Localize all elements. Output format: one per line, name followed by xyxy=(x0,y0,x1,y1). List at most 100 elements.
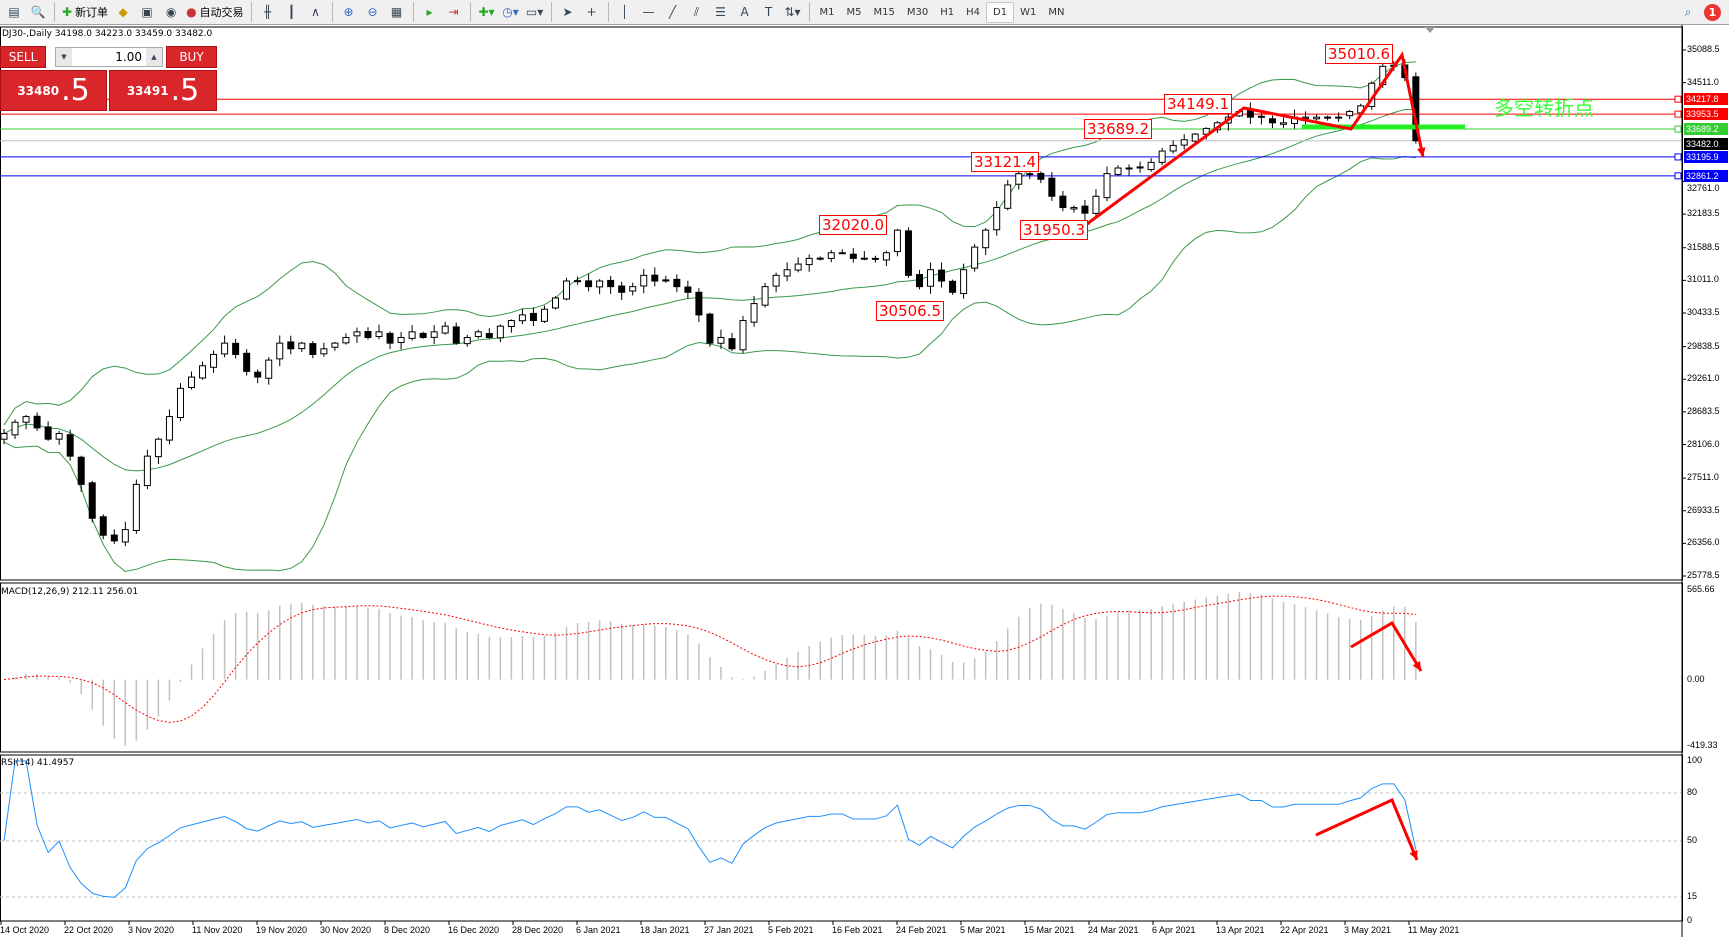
rsi-pane xyxy=(0,754,1683,922)
zoom-out-icon[interactable]: ⊖ xyxy=(367,5,378,19)
buy-button[interactable]: BUY xyxy=(166,46,217,68)
horizontal-line-icon[interactable]: — xyxy=(642,5,655,19)
date-axis-label: 14 Oct 2020 xyxy=(0,925,50,935)
trendline-icon[interactable]: ╱ xyxy=(668,5,677,19)
bar-chart-icon[interactable]: ╫ xyxy=(263,5,272,19)
increase-lot-icon[interactable]: ▲ xyxy=(146,48,162,66)
decrease-lot-icon[interactable]: ▼ xyxy=(56,48,72,66)
buy-price-pips: .5 xyxy=(170,73,200,108)
bull-candle xyxy=(1070,207,1078,210)
price-axis-label: 35088.5 xyxy=(1687,44,1720,54)
date-axis-label: 6 Apr 2021 xyxy=(1152,925,1196,935)
gold-icon[interactable]: ◆ xyxy=(118,5,128,19)
level-price-tag: 33482.0 xyxy=(1684,137,1728,150)
date-axis-label: 24 Feb 2021 xyxy=(896,925,947,935)
bull-candle xyxy=(132,483,140,531)
timeframe-w1[interactable]: W1 xyxy=(1020,6,1037,18)
lot-size-stepper[interactable]: ▼ 1.00 ▲ xyxy=(55,47,163,67)
price-axis-label: 30433.5 xyxy=(1687,307,1720,317)
bull-candle xyxy=(717,336,725,344)
date-axis-label: 27 Jan 2021 xyxy=(704,925,754,935)
fibonacci-icon[interactable]: ☰ xyxy=(715,5,726,19)
signal-icon[interactable]: ◉ xyxy=(165,5,177,19)
date-axis-label: 5 Mar 2021 xyxy=(960,925,1006,935)
bull-candle xyxy=(871,257,879,260)
sell-price-button[interactable]: 33480.5 xyxy=(0,70,107,111)
candlestick-icon[interactable]: ┃ xyxy=(287,5,296,19)
timeframe-mn[interactable]: MN xyxy=(1048,6,1065,18)
zoom-in-icon[interactable]: ⊕ xyxy=(343,5,354,19)
terminal-icon[interactable]: ▣ xyxy=(141,5,153,19)
timeframe-m30[interactable]: M30 xyxy=(906,6,929,18)
line-chart-icon[interactable]: ∧ xyxy=(311,5,320,19)
search-icon[interactable]: ⌕ xyxy=(1684,4,1692,19)
periods-icon[interactable]: ◷▾ xyxy=(502,5,519,19)
text-icon[interactable]: A xyxy=(740,5,749,19)
price-axis-label: 32183.5 xyxy=(1687,208,1720,219)
buy-price-button[interactable]: 33491.5 xyxy=(109,70,217,111)
price-axis-label: 32761.0 xyxy=(1687,182,1720,193)
toolbar-separator xyxy=(607,2,609,22)
price-axis-label: 29838.5 xyxy=(1687,340,1720,351)
autoscroll-icon[interactable]: ▸ xyxy=(426,5,433,19)
date-axis-label: 28 Dec 2020 xyxy=(512,925,564,935)
crosshair-icon[interactable]: + xyxy=(586,5,597,19)
level-price-tag: 33195.9 xyxy=(1684,150,1728,163)
bull-candle xyxy=(960,269,968,295)
templates-icon[interactable]: ▭▾ xyxy=(525,5,544,19)
text-label-icon[interactable]: T xyxy=(764,5,773,19)
date-axis-label: 30 Nov 2020 xyxy=(320,925,372,935)
notifications-icon[interactable]: 1 xyxy=(1704,3,1721,21)
price-label: 35010.6 xyxy=(1325,44,1394,64)
bull-candle xyxy=(210,353,218,368)
bull-candle xyxy=(794,263,802,271)
date-axis-label: 5 Feb 2021 xyxy=(768,925,814,935)
timeframe-h1[interactable]: H1 xyxy=(940,6,955,18)
bear-candle xyxy=(99,516,107,536)
chart-canvas[interactable] xyxy=(0,25,1729,937)
bull-candle xyxy=(331,342,339,348)
bull-candle xyxy=(441,325,449,334)
new-chart-icon[interactable]: ▤ xyxy=(8,5,20,19)
bear-candle xyxy=(684,286,692,293)
auto-trading-icon[interactable]: ● 自动交易 xyxy=(186,5,244,19)
macd-trend-arrow xyxy=(1350,620,1423,672)
price-axis-label: 29261.0 xyxy=(1687,373,1720,384)
tile-windows-icon[interactable]: ▦ xyxy=(390,5,403,19)
chart-shift-marker xyxy=(1425,27,1435,33)
timeframe-h4[interactable]: H4 xyxy=(966,6,981,18)
equidistant-channel-icon[interactable]: ⫽ xyxy=(693,4,700,19)
bull-candle xyxy=(165,416,173,441)
new-order-icon[interactable]: ✚ 新订单 xyxy=(62,5,109,19)
bull-candle xyxy=(143,455,151,487)
toolbar-separator xyxy=(331,2,333,22)
toolbar-separator xyxy=(54,2,55,22)
rsi-axis-label: 100 xyxy=(1687,755,1703,765)
bull-candle xyxy=(982,229,990,249)
chart-shift-icon[interactable]: ⇥ xyxy=(448,5,459,19)
bear-candle xyxy=(1081,205,1089,214)
timeframe-m5[interactable]: M5 xyxy=(846,6,862,18)
indicators-icon[interactable]: ✚▾ xyxy=(478,5,495,19)
arrows-icon[interactable]: ⇅▾ xyxy=(784,5,801,19)
timeframe-m15[interactable]: M15 xyxy=(873,6,895,18)
zoom-window-icon[interactable]: 🔍 xyxy=(30,5,46,19)
sell-button[interactable]: SELL xyxy=(0,46,46,68)
rsi-axis-label: 80 xyxy=(1687,787,1698,797)
timeframe-d1[interactable]: D1 xyxy=(986,1,1015,23)
cursor-icon[interactable]: ➤ xyxy=(562,5,573,19)
bull-candle xyxy=(463,336,471,345)
bull-candle xyxy=(342,336,350,344)
level-price-tag: 33953.5 xyxy=(1684,108,1728,121)
date-axis-label: 22 Oct 2020 xyxy=(64,925,114,935)
bull-candle xyxy=(540,308,548,322)
vertical-line-icon[interactable]: │ xyxy=(620,5,629,19)
bear-candle xyxy=(1257,115,1265,118)
one-click-trading-panel: SELL ▼ 1.00 ▲ BUY 33480.5 33491.5 xyxy=(0,46,217,111)
level-price-tag: 34217.8 xyxy=(1684,93,1728,106)
bull-candle xyxy=(596,280,604,288)
timeframe-m1[interactable]: M1 xyxy=(819,6,835,18)
bull-candle xyxy=(496,325,504,339)
lot-size-input[interactable]: 1.00 xyxy=(115,50,142,64)
bear-candle xyxy=(1059,195,1067,209)
